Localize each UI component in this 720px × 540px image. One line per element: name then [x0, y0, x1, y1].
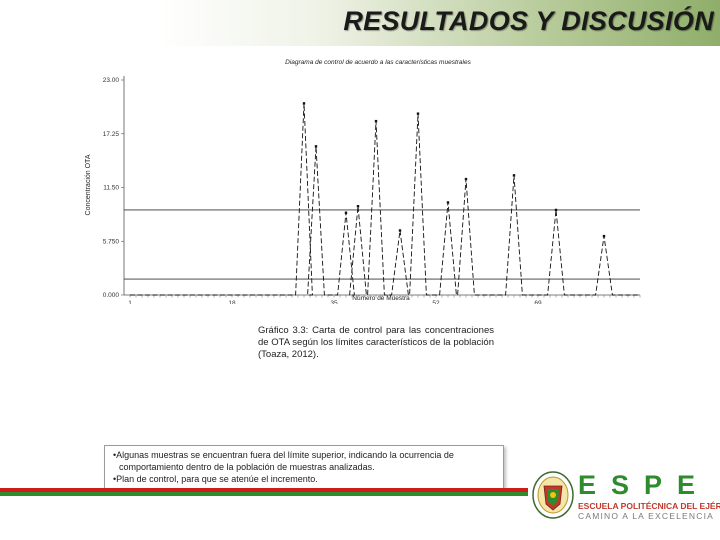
- logo-motto: CAMINO A LA EXCELENCIA: [578, 511, 714, 521]
- chart-title: Diagrama de control de acuerdo a las car…: [285, 59, 471, 66]
- notes-box: •Algunas muestras se encuentran fuera de…: [104, 445, 504, 491]
- data-point: [314, 145, 318, 148]
- y-tick-label: 5.750: [103, 238, 120, 245]
- data-point: [602, 234, 606, 238]
- figure-caption: Gráfico 3.3: Carta de control para las c…: [258, 325, 494, 360]
- x-tick-label: 18: [228, 300, 236, 304]
- data-point: [344, 211, 348, 214]
- y-tick-label: 0.000: [103, 292, 120, 299]
- y-tick-label: 11.50: [103, 185, 119, 192]
- x-tick-label: 69: [534, 300, 542, 304]
- footer-green-stripe: [0, 492, 528, 496]
- note-item: •Algunas muestras se encuentran fuera de…: [113, 450, 454, 472]
- data-point: [374, 119, 378, 123]
- note-item: •Plan de control, para que se atenúe el …: [113, 474, 318, 484]
- data-point: [512, 174, 516, 177]
- y-tick-label: 17.25: [103, 131, 120, 138]
- chart-y-label: Concentración OTA: [85, 154, 92, 215]
- university-seal-icon: [532, 471, 574, 519]
- x-tick-label: 52: [432, 300, 440, 304]
- y-tick-label: 23.00: [103, 77, 120, 84]
- logo-wordmark: ESPE: [578, 470, 711, 500]
- slide-title: RESULTADOS Y DISCUSIÓN: [343, 6, 714, 36]
- chart-x-label: Número de Muestra: [352, 295, 410, 302]
- espe-logo: ESPE ESCUELA POLITÉCNICA DEL EJÉRCITO CA…: [532, 466, 720, 526]
- data-point: [446, 201, 450, 204]
- x-tick-label: 1: [128, 300, 132, 304]
- logo-subtitle: ESCUELA POLITÉCNICA DEL EJÉRCITO: [578, 501, 720, 511]
- data-point: [464, 177, 468, 181]
- data-point: [554, 208, 558, 212]
- footer-red-stripe: [0, 488, 528, 492]
- x-tick-label: 35: [330, 300, 338, 304]
- data-point: [356, 204, 360, 208]
- data-point: [398, 229, 402, 232]
- data-point: [302, 102, 306, 105]
- control-chart: Diagrama de control de acuerdo a las car…: [78, 52, 648, 304]
- header-band: [0, 0, 720, 46]
- data-point: [416, 112, 420, 115]
